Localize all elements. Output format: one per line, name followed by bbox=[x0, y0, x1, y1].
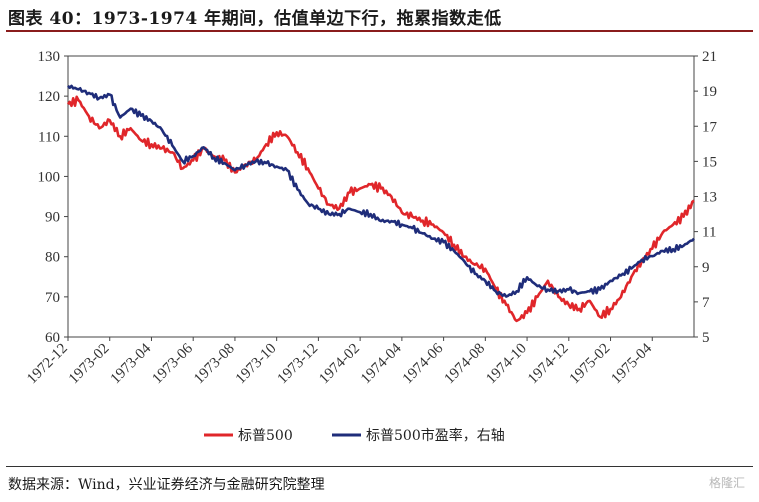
x-tick-label: 1973-10 bbox=[233, 341, 280, 388]
legend: 标普500 标普500市盈率，右轴 bbox=[204, 427, 505, 444]
x-tick-label: 1973-08 bbox=[191, 341, 238, 388]
left-tick-label: 120 bbox=[38, 89, 61, 105]
watermark-logo: 格隆汇 bbox=[708, 476, 745, 490]
x-tick-label: 1973-12 bbox=[275, 341, 322, 388]
right-tick-label: 19 bbox=[702, 84, 717, 100]
left-tick-label: 90 bbox=[45, 210, 60, 226]
title-rule bbox=[6, 30, 753, 32]
x-tick-label: 1975-04 bbox=[608, 340, 655, 387]
x-tick-label: 1974-02 bbox=[316, 341, 363, 388]
x-tick-label: 1974-12 bbox=[525, 341, 572, 388]
x-tick-label: 1974-04 bbox=[358, 340, 405, 387]
right-tick-label: 17 bbox=[702, 119, 718, 135]
x-tick-label: 1972-12 bbox=[24, 341, 71, 388]
left-tick-label: 60 bbox=[45, 330, 60, 346]
left-y-axis: 60 70 80 90 100 110 120 130 bbox=[38, 49, 68, 346]
left-tick-label: 80 bbox=[45, 250, 60, 266]
left-tick-label: 70 bbox=[45, 290, 60, 306]
right-y-axis: 5 7 9 11 13 15 17 19 21 bbox=[694, 49, 718, 346]
x-tick-label: 1974-10 bbox=[483, 341, 530, 388]
left-tick-label: 130 bbox=[38, 49, 61, 65]
x-tick-label: 1975-02 bbox=[567, 341, 614, 388]
series-line-sp500 bbox=[66, 95, 695, 323]
figure-title: 图表 40：1973-1974 年期间，估值单边下行，拖累指数走低 bbox=[8, 9, 502, 29]
right-tick-label: 7 bbox=[702, 295, 710, 311]
x-tick-label: 1974-06 bbox=[400, 340, 447, 387]
plot-frame bbox=[67, 55, 695, 338]
x-tick-label: 1973-06 bbox=[149, 340, 196, 387]
right-tick-label: 5 bbox=[702, 330, 710, 346]
right-tick-label: 15 bbox=[702, 154, 717, 170]
legend-label-sp500: 标普500 bbox=[238, 428, 293, 444]
plot-border bbox=[67, 55, 695, 338]
footer-rule bbox=[6, 466, 753, 467]
left-tick-label: 100 bbox=[38, 169, 61, 185]
x-axis: 1972-121973-021973-041973-061973-081973-… bbox=[24, 337, 655, 387]
legend-label-pe: 标普500市盈率，右轴 bbox=[366, 427, 505, 444]
right-tick-label: 21 bbox=[702, 49, 717, 65]
x-tick-label: 1974-08 bbox=[441, 341, 488, 388]
x-tick-label: 1973-02 bbox=[66, 341, 113, 388]
x-tick-label: 1973-04 bbox=[108, 340, 155, 387]
left-tick-label: 110 bbox=[38, 129, 60, 145]
right-tick-label: 13 bbox=[702, 190, 717, 206]
series-lines bbox=[66, 84, 695, 323]
right-tick-label: 11 bbox=[702, 225, 716, 241]
series-line-pe bbox=[67, 84, 695, 298]
data-source: 数据来源：Wind，兴业证券经济与金融研究院整理 bbox=[8, 477, 325, 493]
right-tick-label: 9 bbox=[702, 260, 710, 276]
